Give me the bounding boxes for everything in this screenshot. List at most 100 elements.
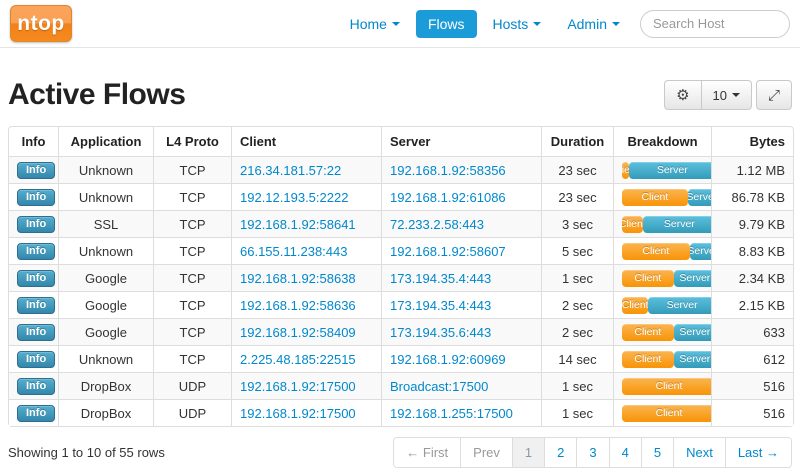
table-toolbar: ⚙ 10 ⤢ xyxy=(664,80,792,110)
info-cell: Info xyxy=(9,372,58,399)
column-header-l4-proto[interactable]: L4 Proto xyxy=(153,127,231,156)
column-header-application[interactable]: Application xyxy=(58,127,153,156)
nav-item-label: Admin xyxy=(567,15,607,32)
navbar: ntop Home Flows Hosts Admin xyxy=(0,0,800,48)
client-bar-segment: Client xyxy=(622,377,711,395)
server-link[interactable]: 173.194.35.4:443 xyxy=(390,297,492,313)
pagination-item-next[interactable]: Next xyxy=(673,438,725,467)
client-bar-segment: Client xyxy=(622,323,674,341)
client-link[interactable]: 192.168.1.92:17500 xyxy=(240,378,356,394)
info-button[interactable]: Info xyxy=(17,378,56,395)
breakdown-cell: Client xyxy=(613,372,711,399)
info-button[interactable]: Info xyxy=(17,243,56,260)
server-link[interactable]: 192.168.1.255:17500 xyxy=(390,405,513,421)
nav-item-flows[interactable]: Flows xyxy=(415,9,477,38)
server-cell: 192.168.1.92:58356 xyxy=(381,156,541,183)
client-cell: 216.34.181.57:22 xyxy=(231,156,381,183)
breakdown-bar: Client xyxy=(622,404,711,422)
client-link[interactable]: 192.12.193.5:2222 xyxy=(240,189,349,205)
server-link[interactable]: 192.168.1.92:58356 xyxy=(390,162,506,178)
fullscreen-button[interactable]: ⤢ xyxy=(755,80,792,110)
info-cell: Info xyxy=(9,237,58,264)
client-link[interactable]: 192.168.1.92:58641 xyxy=(240,216,356,232)
column-header-server[interactable]: Server xyxy=(381,127,541,156)
table-row: Info Google TCP 192.168.1.92:58636 173.194.3… xyxy=(9,291,793,318)
pagination-item-prev[interactable]: Prev xyxy=(460,438,512,467)
info-button[interactable]: Info xyxy=(17,189,56,206)
table-row: Info Unknown TCP 192.12.193.5:2222 192.168.1… xyxy=(9,183,793,210)
client-link[interactable]: 66.155.11.238:443 xyxy=(240,243,348,259)
settings-button[interactable]: ⚙ xyxy=(664,80,702,110)
gear-icon: ⚙ xyxy=(676,87,690,104)
column-header-client[interactable]: Client xyxy=(231,127,381,156)
client-link[interactable]: 2.225.48.185:22515 xyxy=(240,351,356,367)
pagination-item-1[interactable]: 1 xyxy=(511,438,545,467)
info-button[interactable]: Info xyxy=(17,324,56,341)
l4-proto-cell: UDP xyxy=(153,399,231,426)
client-link[interactable]: 192.168.1.92:58409 xyxy=(240,324,356,340)
nav-item-hosts[interactable]: Hosts xyxy=(483,10,552,38)
nav-item-admin[interactable]: Admin xyxy=(557,10,630,38)
server-cell: Broadcast:17500 xyxy=(381,372,541,399)
client-cell: 192.168.1.92:17500 xyxy=(231,372,381,399)
l4-proto-cell: TCP xyxy=(153,183,231,210)
page-size-value: 10 xyxy=(712,87,727,103)
info-button[interactable]: Info xyxy=(17,351,56,368)
application-cell: Unknown xyxy=(58,183,153,210)
pagination-item-first[interactable]: ← First xyxy=(394,438,461,467)
server-link[interactable]: 192.168.1.92:60969 xyxy=(390,351,506,367)
info-button[interactable]: Info xyxy=(17,405,56,422)
info-cell: Info xyxy=(9,345,58,372)
application-cell: SSL xyxy=(58,210,153,237)
nav-item-label: Hosts xyxy=(492,15,529,32)
server-bar-segment: Server xyxy=(673,350,711,368)
ntop-logo: ntop xyxy=(10,5,72,42)
duration-cell: 23 sec xyxy=(541,183,613,210)
server-link[interactable]: 192.168.1.92:61086 xyxy=(390,189,506,205)
pagination-item-last[interactable]: Last → xyxy=(724,438,791,467)
client-cell: 192.168.1.92:58641 xyxy=(231,210,381,237)
column-header-duration[interactable]: Duration xyxy=(541,127,613,156)
client-cell: 192.168.1.92:17500 xyxy=(231,399,381,426)
info-button[interactable]: Info xyxy=(17,270,56,287)
client-bar-segment: Client xyxy=(622,404,711,422)
info-button[interactable]: Info xyxy=(17,297,56,314)
bytes-cell: 1.12 MB xyxy=(711,156,793,183)
info-button[interactable]: Info xyxy=(17,162,56,179)
info-cell: Info xyxy=(9,183,58,210)
pagination-item-2[interactable]: 2 xyxy=(544,438,577,467)
client-bar-segment: Client xyxy=(622,350,674,368)
duration-cell: 23 sec xyxy=(541,156,613,183)
table-row: Info Google TCP 192.168.1.92:58638 173.194.3… xyxy=(9,264,793,291)
server-link[interactable]: Broadcast:17500 xyxy=(390,378,489,394)
pagination-item-4[interactable]: 4 xyxy=(608,438,641,467)
client-link[interactable]: 192.168.1.92:17500 xyxy=(240,405,356,421)
column-header-bytes[interactable]: Bytes xyxy=(711,127,793,156)
server-bar-segment: Server xyxy=(673,269,711,287)
server-link[interactable]: 72.233.2.58:443 xyxy=(390,216,484,232)
client-link[interactable]: 216.34.181.57:22 xyxy=(240,162,342,178)
server-link[interactable]: 173.194.35.4:443 xyxy=(390,270,492,286)
page-size-dropdown[interactable]: 10 xyxy=(701,80,752,110)
pagination-item-3[interactable]: 3 xyxy=(576,438,609,467)
client-link[interactable]: 192.168.1.92:58636 xyxy=(240,297,356,313)
client-link[interactable]: 192.168.1.92:58638 xyxy=(240,270,356,286)
nav-item-home[interactable]: Home xyxy=(340,10,410,38)
server-link[interactable]: 192.168.1.92:58607 xyxy=(390,243,506,259)
l4-proto-cell: TCP xyxy=(153,345,231,372)
client-bar-segment: Client xyxy=(622,161,629,179)
info-button[interactable]: Info xyxy=(17,216,56,233)
column-header-info[interactable]: Info xyxy=(21,134,46,149)
server-link[interactable]: 173.194.35.6:443 xyxy=(390,324,492,340)
search-input[interactable] xyxy=(640,9,790,38)
bytes-cell: 2.34 KB xyxy=(711,264,793,291)
column-header-breakdown[interactable]: Breakdown xyxy=(613,127,711,156)
pagination-item-5[interactable]: 5 xyxy=(640,438,674,467)
bytes-cell: 612 xyxy=(711,345,793,372)
application-cell: Google xyxy=(58,291,153,318)
info-cell: Info xyxy=(9,264,58,291)
